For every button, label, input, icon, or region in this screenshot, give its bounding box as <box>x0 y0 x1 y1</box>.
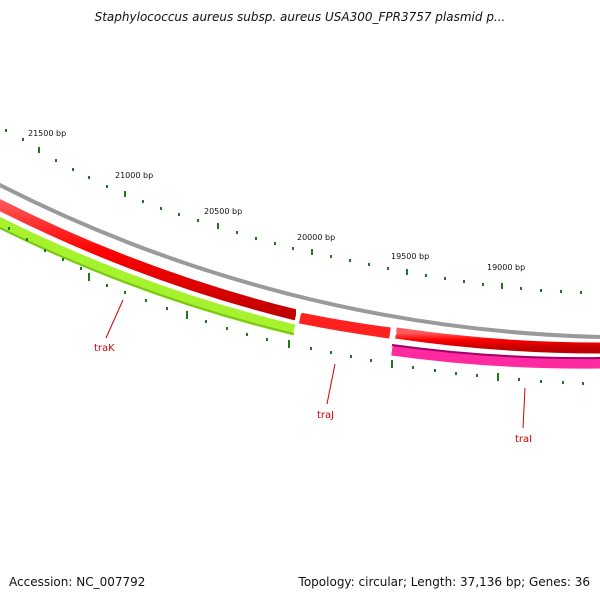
inner-tick <box>310 347 312 350</box>
backbone-ring-shade <box>0 187 600 341</box>
ruler-tick <box>142 200 144 203</box>
gene-traK-arrow[interactable] <box>0 216 296 336</box>
traK-leader-line <box>105 299 124 339</box>
ruler-label: 21000 bp <box>115 171 153 180</box>
ruler-tick <box>124 191 126 197</box>
inner-tick <box>62 258 64 261</box>
ruler-tick <box>292 247 294 250</box>
traJ-leader-line <box>326 363 336 405</box>
inner-tick <box>246 333 248 336</box>
ruler-labels: 21500 bp 21000 bp 20500 bp 20000 bp 19500 bp… <box>28 129 525 272</box>
inner-tick <box>518 378 520 381</box>
cds-ring-segment-3[interactable] <box>395 327 600 354</box>
ruler-tick <box>520 287 522 290</box>
ruler-label: 19000 bp <box>487 263 525 272</box>
gene-traI-arrow-shade <box>391 344 600 360</box>
map-title: Staphylococcus aureus subsp. aureus USA3… <box>94 10 506 24</box>
gene-label-traI[interactable]: traI <box>515 434 532 445</box>
ruler-tick <box>444 277 446 280</box>
ruler-label: 20500 bp <box>204 207 242 216</box>
gene-traI-arrow[interactable] <box>391 344 600 369</box>
inner-ticks <box>8 227 584 385</box>
ruler-tick <box>88 176 90 179</box>
inner-tick <box>166 307 168 310</box>
backbone-ring <box>0 182 600 339</box>
inner-tick <box>44 249 46 252</box>
ruler-tick <box>197 219 199 222</box>
cds-notch-2 <box>391 325 397 341</box>
ruler-tick <box>55 159 57 162</box>
inner-tick <box>88 273 90 281</box>
accession-text: Accession: NC_007792 <box>9 575 146 589</box>
inner-tick <box>80 267 82 270</box>
ruler-label: 21500 bp <box>28 129 66 138</box>
ruler-label: 20000 bp <box>297 233 335 242</box>
ruler-tick <box>255 237 257 240</box>
inner-tick <box>186 311 188 319</box>
ruler-ticks <box>5 129 582 294</box>
inner-tick <box>350 355 352 358</box>
ruler-tick <box>106 185 108 188</box>
inner-tick <box>8 227 10 230</box>
ruler-tick <box>580 291 582 294</box>
inner-tick <box>370 359 372 362</box>
ruler-tick <box>425 274 427 277</box>
inner-tick <box>434 369 436 372</box>
cds-notch-1 <box>296 308 302 322</box>
cds-ring-segment-2[interactable] <box>298 312 391 339</box>
ruler-tick <box>274 242 276 245</box>
inner-tick <box>266 338 268 341</box>
inner-tick <box>124 291 126 294</box>
ruler-tick <box>217 223 219 229</box>
ruler-tick <box>387 267 389 270</box>
ruler-tick <box>22 138 24 141</box>
gene-label-traK[interactable]: traK <box>94 343 115 354</box>
ruler-tick <box>501 283 503 289</box>
inner-tick <box>582 382 584 385</box>
ruler-tick <box>236 231 238 234</box>
summary-text: Topology: circular; Length: 37,136 bp; G… <box>298 575 590 589</box>
ruler-tick <box>178 213 180 216</box>
inner-tick <box>145 299 147 302</box>
inner-tick <box>226 327 228 330</box>
ruler-tick <box>330 255 332 258</box>
gene-traK-arrow-shade <box>0 226 295 335</box>
ruler-label: 19500 bp <box>391 252 429 261</box>
ruler-tick <box>311 249 313 255</box>
ruler-tick <box>463 280 465 283</box>
inner-tick <box>106 284 108 287</box>
ruler-tick <box>406 269 408 275</box>
ruler-tick <box>349 259 351 262</box>
inner-tick <box>497 373 499 381</box>
inner-tick <box>26 238 28 241</box>
ruler-tick <box>72 168 74 171</box>
inner-tick <box>288 340 290 348</box>
cds-ring-segment-1[interactable] <box>0 198 298 321</box>
ruler-tick <box>540 289 542 292</box>
inner-tick <box>330 351 332 354</box>
ruler-tick <box>160 207 162 210</box>
ruler-tick <box>368 263 370 266</box>
ruler-tick <box>482 283 484 286</box>
inner-tick <box>476 374 478 377</box>
inner-tick <box>391 360 393 368</box>
inner-tick <box>562 381 564 384</box>
gene-label-traJ[interactable]: traJ <box>317 410 334 421</box>
ruler-tick <box>38 147 40 153</box>
inner-tick <box>455 372 457 375</box>
ruler-tick <box>5 129 7 132</box>
ruler-tick <box>560 290 562 293</box>
inner-tick <box>540 380 542 383</box>
inner-tick <box>412 366 414 369</box>
inner-tick <box>205 320 207 323</box>
traI-leader-line <box>522 387 526 429</box>
